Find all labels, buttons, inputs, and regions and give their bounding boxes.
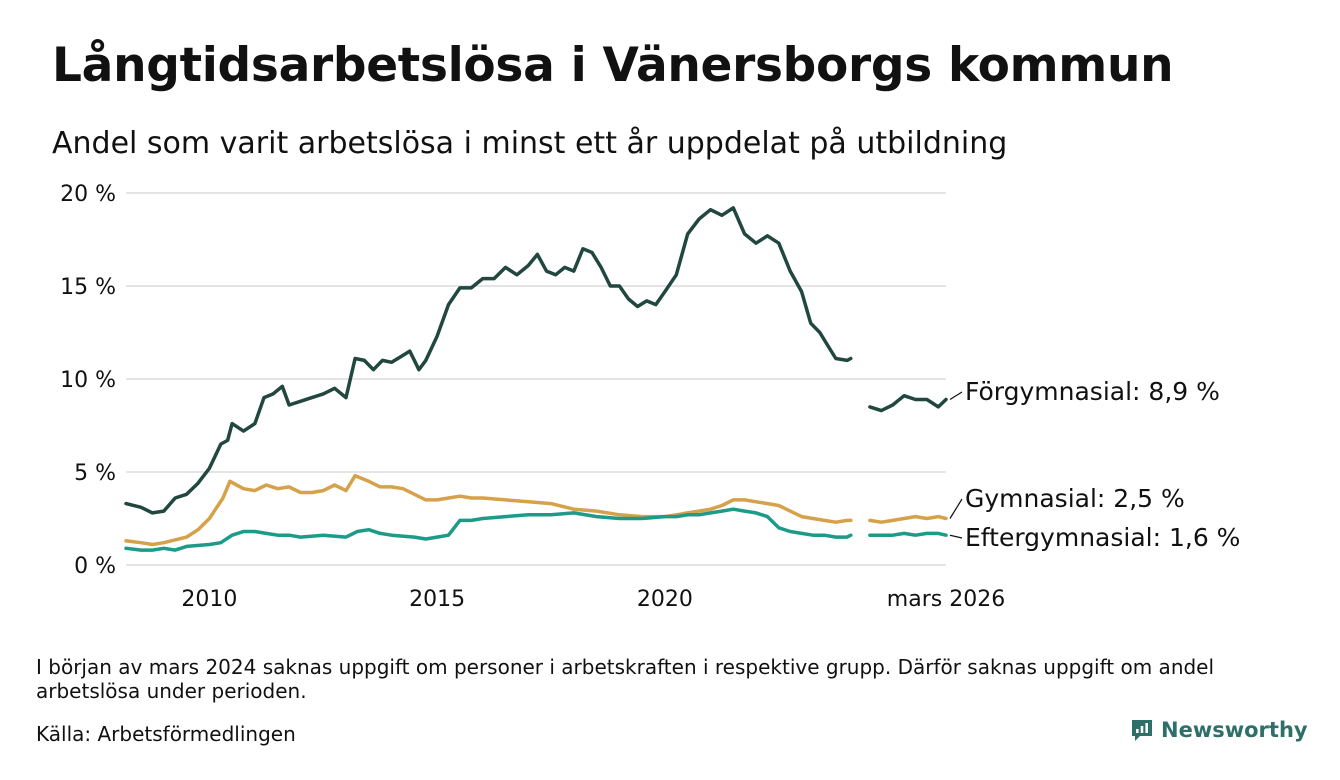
series-line-eftergymnasial-0 <box>124 507 853 552</box>
x-tick-label: 2015 <box>409 587 465 612</box>
footnote: I början av mars 2024 saknas uppgift om … <box>36 655 1215 703</box>
series-lines <box>124 206 948 552</box>
leader-line-eftergymnasial <box>949 534 963 539</box>
chart-title: Långtidsarbetslösa i Vänersborgs kommun <box>52 38 1174 93</box>
x-tick-label: 2020 <box>637 587 693 612</box>
end-label-gymnasial: Gymnasial: 2,5 % <box>965 484 1185 513</box>
y-tick-label: 5 % <box>74 461 116 486</box>
series-line-förgymnasial-1 <box>868 393 948 413</box>
series-end-labels: Förgymnasial: 8,9 % Gymnasial: 2,5 % Efter… <box>949 377 1240 552</box>
chart-subtitle: Andel som varit arbetslösa i minst ett å… <box>52 126 1008 161</box>
series-line-gymnasial-0 <box>124 473 853 547</box>
y-tick-label: 10 % <box>60 368 116 393</box>
x-tick-label: mars 2026 <box>887 587 1005 612</box>
brand-name: Newsworthy <box>1161 718 1308 742</box>
y-tick-label: 0 % <box>74 554 116 579</box>
gridlines <box>126 192 946 566</box>
leader-line-förgymnasial <box>949 391 963 400</box>
x-tick-label: 2010 <box>181 587 237 612</box>
newsworthy-logo-icon <box>1132 720 1152 741</box>
y-tick-label: 20 % <box>60 182 116 207</box>
series-line-eftergymnasial-1 <box>868 531 948 537</box>
end-label-förgymnasial: Förgymnasial: 8,9 % <box>965 377 1220 406</box>
source-note: Källa: Arbetsförmedlingen <box>36 722 296 746</box>
series-line-gymnasial-1 <box>868 514 948 524</box>
line-chart: 0 % 5 % 10 % 15 % 20 % 2010 2015 2020 mars 2026… <box>60 182 1240 612</box>
brand-logo: Newsworthy <box>1129 717 1308 743</box>
leader-line-gymnasial <box>949 498 963 519</box>
y-axis-ticks: 0 % 5 % 10 % 15 % 20 % <box>60 182 116 579</box>
series-line-förgymnasial-0 <box>124 206 853 515</box>
y-tick-label: 15 % <box>60 275 116 300</box>
x-axis-ticks: 2010 2015 2020 mars 2026 <box>181 587 1005 612</box>
end-label-eftergymnasial: Eftergymnasial: 1,6 % <box>965 523 1240 552</box>
